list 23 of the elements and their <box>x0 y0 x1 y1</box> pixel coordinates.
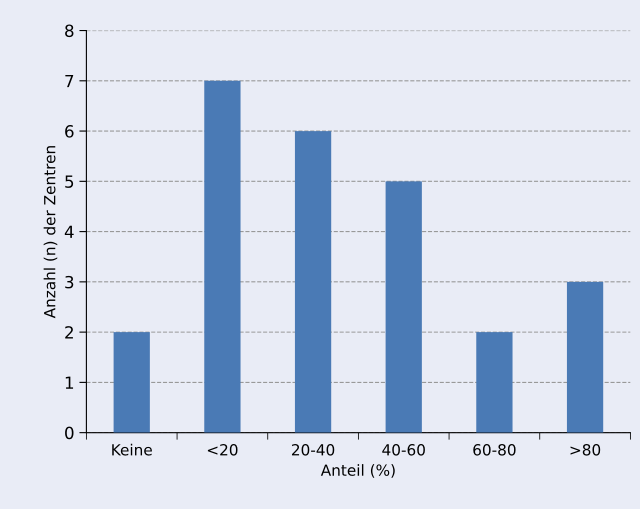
x-tick-label: 20-40 <box>292 444 334 456</box>
y-tick-label: 8 <box>65 24 74 38</box>
y-tick-label: 7 <box>65 74 74 88</box>
x-tick-label: 60-80 <box>473 444 516 456</box>
y-tick-label: 0 <box>65 426 74 440</box>
bar <box>476 332 513 433</box>
y-tick-label: 1 <box>66 376 74 389</box>
y-axis-title: Anzahl (n) der Zentren <box>44 146 58 318</box>
x-tick-label: <20 <box>208 444 238 456</box>
x-axis-title: Anteil (%) <box>320 464 395 478</box>
y-tick-label: 3 <box>65 276 74 288</box>
bar <box>294 131 332 433</box>
bar <box>566 282 604 433</box>
bar <box>114 332 150 433</box>
x-tick-label: Keine <box>112 444 152 456</box>
x-tick-label: >80 <box>570 444 600 456</box>
x-tick-label: 40-60 <box>382 444 425 456</box>
y-tick-label: 6 <box>65 125 74 138</box>
bar <box>204 80 241 433</box>
y-tick-label: 5 <box>65 176 74 188</box>
bar <box>386 181 422 433</box>
y-tick-label: 4 <box>64 226 74 238</box>
y-tick-label: 2 <box>65 326 73 338</box>
